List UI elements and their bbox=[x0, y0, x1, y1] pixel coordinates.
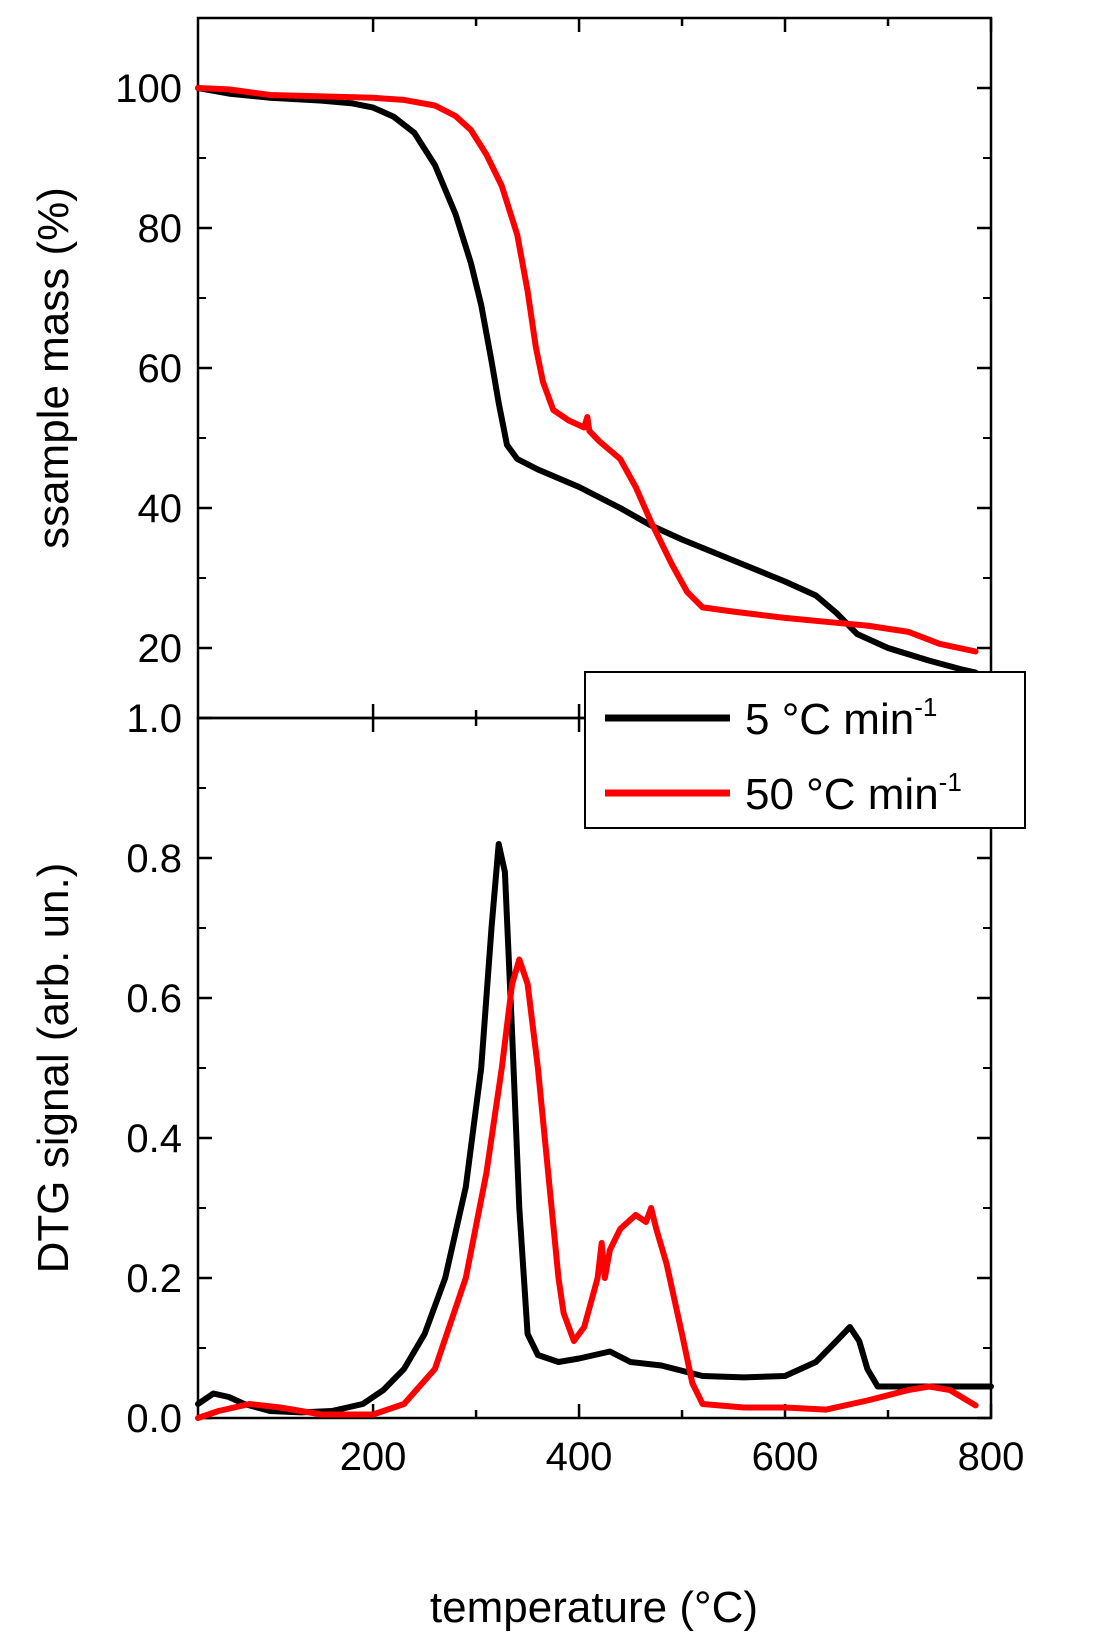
top-series-line-1 bbox=[195, 85, 979, 655]
top-y-ticks: 20 40 60 80 100 bbox=[115, 67, 991, 671]
top-plot-frame bbox=[196, 16, 993, 720]
bottom-series-group bbox=[195, 841, 994, 1421]
top-ytick-label: 100 bbox=[115, 67, 182, 111]
bottom-y-ticks: 0.0 0.2 0.4 0.6 0.8 1.0 bbox=[126, 697, 991, 1441]
legend: 5 °C min-1 50 °C min-1 bbox=[584, 671, 1026, 829]
bottom-ytick-label: 1.0 bbox=[126, 697, 182, 741]
bottom-x-ticks: 200 400 600 800 bbox=[340, 718, 1025, 1479]
bottom-series-line-1 bbox=[195, 956, 979, 1421]
top-series-line-0 bbox=[195, 85, 979, 676]
xtick-label: 200 bbox=[340, 1435, 407, 1479]
legend-box bbox=[584, 671, 1026, 829]
xtick-label: 400 bbox=[546, 1435, 613, 1479]
bottom-ytick-label: 0.4 bbox=[126, 1117, 182, 1161]
legend-label-50: 50 °C min-1 bbox=[745, 767, 962, 819]
bottom-series-line-0 bbox=[195, 841, 994, 1416]
bottom-panel: 0.0 0.2 0.4 0.6 0.8 1.0 200 400 600 800 DTG sign… bbox=[29, 697, 1024, 1632]
top-series-group bbox=[195, 85, 979, 676]
bottom-ytick-label: 0.2 bbox=[126, 1257, 182, 1301]
legend-label-5: 5 °C min-1 bbox=[745, 692, 937, 744]
top-ytick-label: 60 bbox=[138, 347, 183, 391]
bottom-y-axis-title: DTG signal (arb. un.) bbox=[29, 863, 78, 1274]
top-panel: 20 40 60 80 100 ssample mass (%) bbox=[29, 16, 993, 720]
xtick-label: 800 bbox=[958, 1435, 1025, 1479]
bottom-ytick-label: 0.6 bbox=[126, 977, 182, 1021]
top-ytick-label: 80 bbox=[138, 207, 183, 251]
top-ytick-label: 40 bbox=[138, 487, 183, 531]
bottom-ytick-label: 0.0 bbox=[126, 1397, 182, 1441]
xtick-label: 600 bbox=[752, 1435, 819, 1479]
x-axis-title: temperature (°C) bbox=[430, 1583, 758, 1632]
top-y-axis-title: ssample mass (%) bbox=[29, 187, 78, 549]
bottom-ytick-label: 0.8 bbox=[126, 837, 182, 881]
top-ytick-label: 20 bbox=[138, 627, 183, 671]
